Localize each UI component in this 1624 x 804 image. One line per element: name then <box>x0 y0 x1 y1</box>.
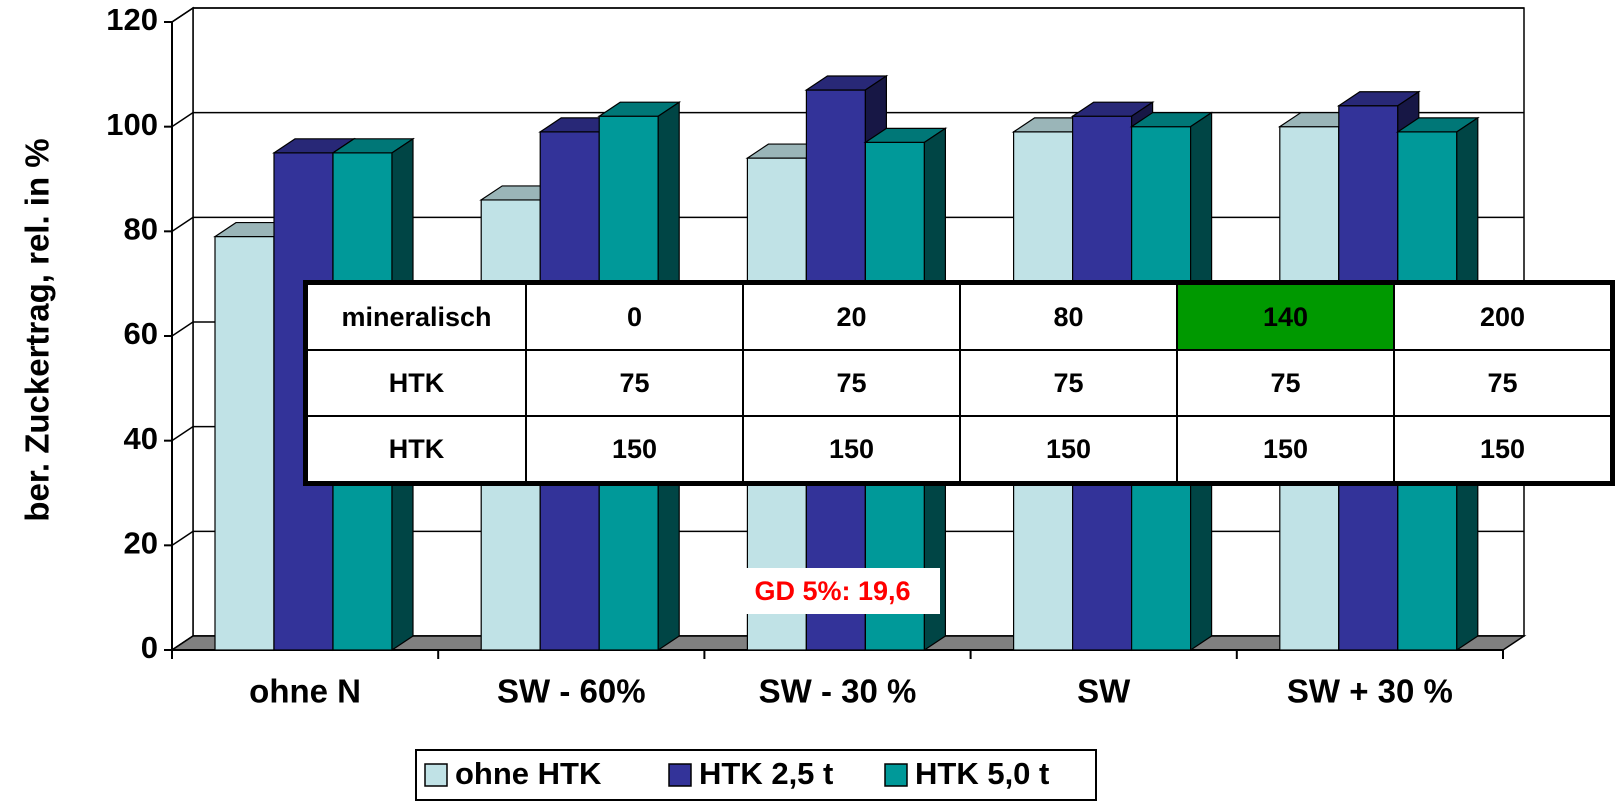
y-tick-label: 0 <box>141 630 158 665</box>
table-cell: 75 <box>525 349 744 417</box>
table-cell: 75 <box>959 349 1178 417</box>
x-tick-label: SW <box>1077 673 1131 710</box>
grid-line-side <box>171 321 194 337</box>
bar <box>331 137 415 652</box>
legend-swatch <box>884 763 908 787</box>
legend-swatch <box>424 763 448 787</box>
table-cell: 75 <box>742 349 961 417</box>
fertilizer-table: mineralisch 0 20 80 140 200 HTK 75 75 75 75 75 HTK 15… <box>303 280 1615 486</box>
table-cell: 140 <box>1176 281 1395 351</box>
y-axis-label: ber. Zuckertrag, rel. in % <box>19 138 56 521</box>
y-tick-label: 60 <box>124 316 158 351</box>
table-cell: 150 <box>742 415 961 485</box>
table-cell: 150 <box>959 415 1178 485</box>
x-tick-label: SW - 30 % <box>759 673 917 710</box>
table-row: HTK 150 150 150 150 150 <box>304 415 1614 485</box>
table-row: HTK 75 75 75 75 75 <box>304 349 1614 417</box>
table-cell: HTK <box>304 415 527 485</box>
grid-line-side <box>171 530 194 546</box>
grid-line-side <box>171 7 194 23</box>
annotation: GD 5%: 19,6 <box>725 568 940 614</box>
y-tick-label: 80 <box>124 212 158 247</box>
grid-line-side <box>171 216 194 232</box>
table-cell: 150 <box>525 415 744 485</box>
table-cell: mineralisch <box>304 281 527 351</box>
x-tick-label: SW + 30 % <box>1287 673 1453 710</box>
bar-front <box>214 235 275 651</box>
table-cell: 150 <box>1176 415 1395 485</box>
table-cell: 75 <box>1176 349 1395 417</box>
legend-swatch <box>668 763 692 787</box>
legend-label: ohne HTK <box>455 756 602 791</box>
table-cell: 20 <box>742 281 961 351</box>
legend-box <box>415 749 1097 801</box>
table-cell: 75 <box>1393 349 1614 417</box>
y-tick-label: 100 <box>106 107 158 142</box>
table-cell: 200 <box>1393 281 1614 351</box>
table-cell: 80 <box>959 281 1178 351</box>
legend-label: HTK 5,0 t <box>915 756 1049 791</box>
legend-label: HTK 2,5 t <box>699 756 833 791</box>
x-tick-label: SW - 60% <box>497 673 646 710</box>
table-row: mineralisch 0 20 80 140 200 <box>304 281 1614 351</box>
y-tick-label: 40 <box>124 421 158 456</box>
grid-line-side <box>171 112 194 128</box>
y-tick-label: 20 <box>124 526 158 561</box>
legend: ohne HTK HTK 2,5 t HTK 5,0 t <box>415 749 1097 801</box>
x-tick-label: ohne N <box>249 673 361 710</box>
y-tick-label: 120 <box>106 2 158 37</box>
grid-line-side <box>171 426 194 442</box>
table-cell: HTK <box>304 349 527 417</box>
table-cell: 150 <box>1393 415 1614 485</box>
table-cell: 0 <box>525 281 744 351</box>
